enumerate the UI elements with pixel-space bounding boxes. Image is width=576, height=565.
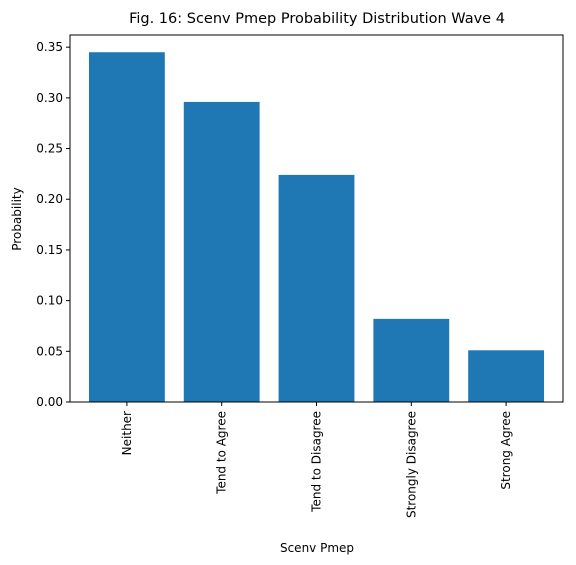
- x-tick-label: Strongly Disagree: [404, 411, 418, 518]
- x-tick-label: Tend to Disagree: [310, 411, 324, 513]
- bar-strong-agree: [468, 350, 544, 402]
- x-tick-label: Neither: [120, 411, 134, 455]
- bar-strongly-disagree: [373, 319, 449, 402]
- y-tick-label: 0.25: [36, 142, 63, 156]
- x-axis: Neither Tend to Agree Tend to Disagree Stro…: [120, 402, 513, 518]
- bar-tend-to-disagree: [279, 175, 355, 402]
- x-axis-label: Scenv Pmep: [280, 541, 354, 555]
- y-tick-label: 0.35: [36, 40, 63, 54]
- x-tick-label: Strong Agree: [499, 411, 513, 490]
- y-axis: 0.00 0.05 0.10 0.15 0.20 0.25 0.30 0.35: [36, 40, 70, 409]
- y-tick-label: 0.30: [36, 91, 63, 105]
- y-tick-label: 0.20: [36, 192, 63, 206]
- plot-area: [89, 52, 544, 402]
- bar-tend-to-agree: [184, 102, 260, 402]
- y-tick-label: 0.05: [36, 344, 63, 358]
- x-tick-label: Tend to Agree: [215, 411, 229, 495]
- y-axis-label: Probability: [10, 187, 24, 250]
- bar-neither: [89, 52, 165, 402]
- y-tick-label: 0.15: [36, 243, 63, 257]
- chart-title: Fig. 16: Scenv Pmep Probability Distribu…: [129, 11, 505, 27]
- y-tick-label: 0.00: [36, 395, 63, 409]
- y-tick-label: 0.10: [36, 294, 63, 308]
